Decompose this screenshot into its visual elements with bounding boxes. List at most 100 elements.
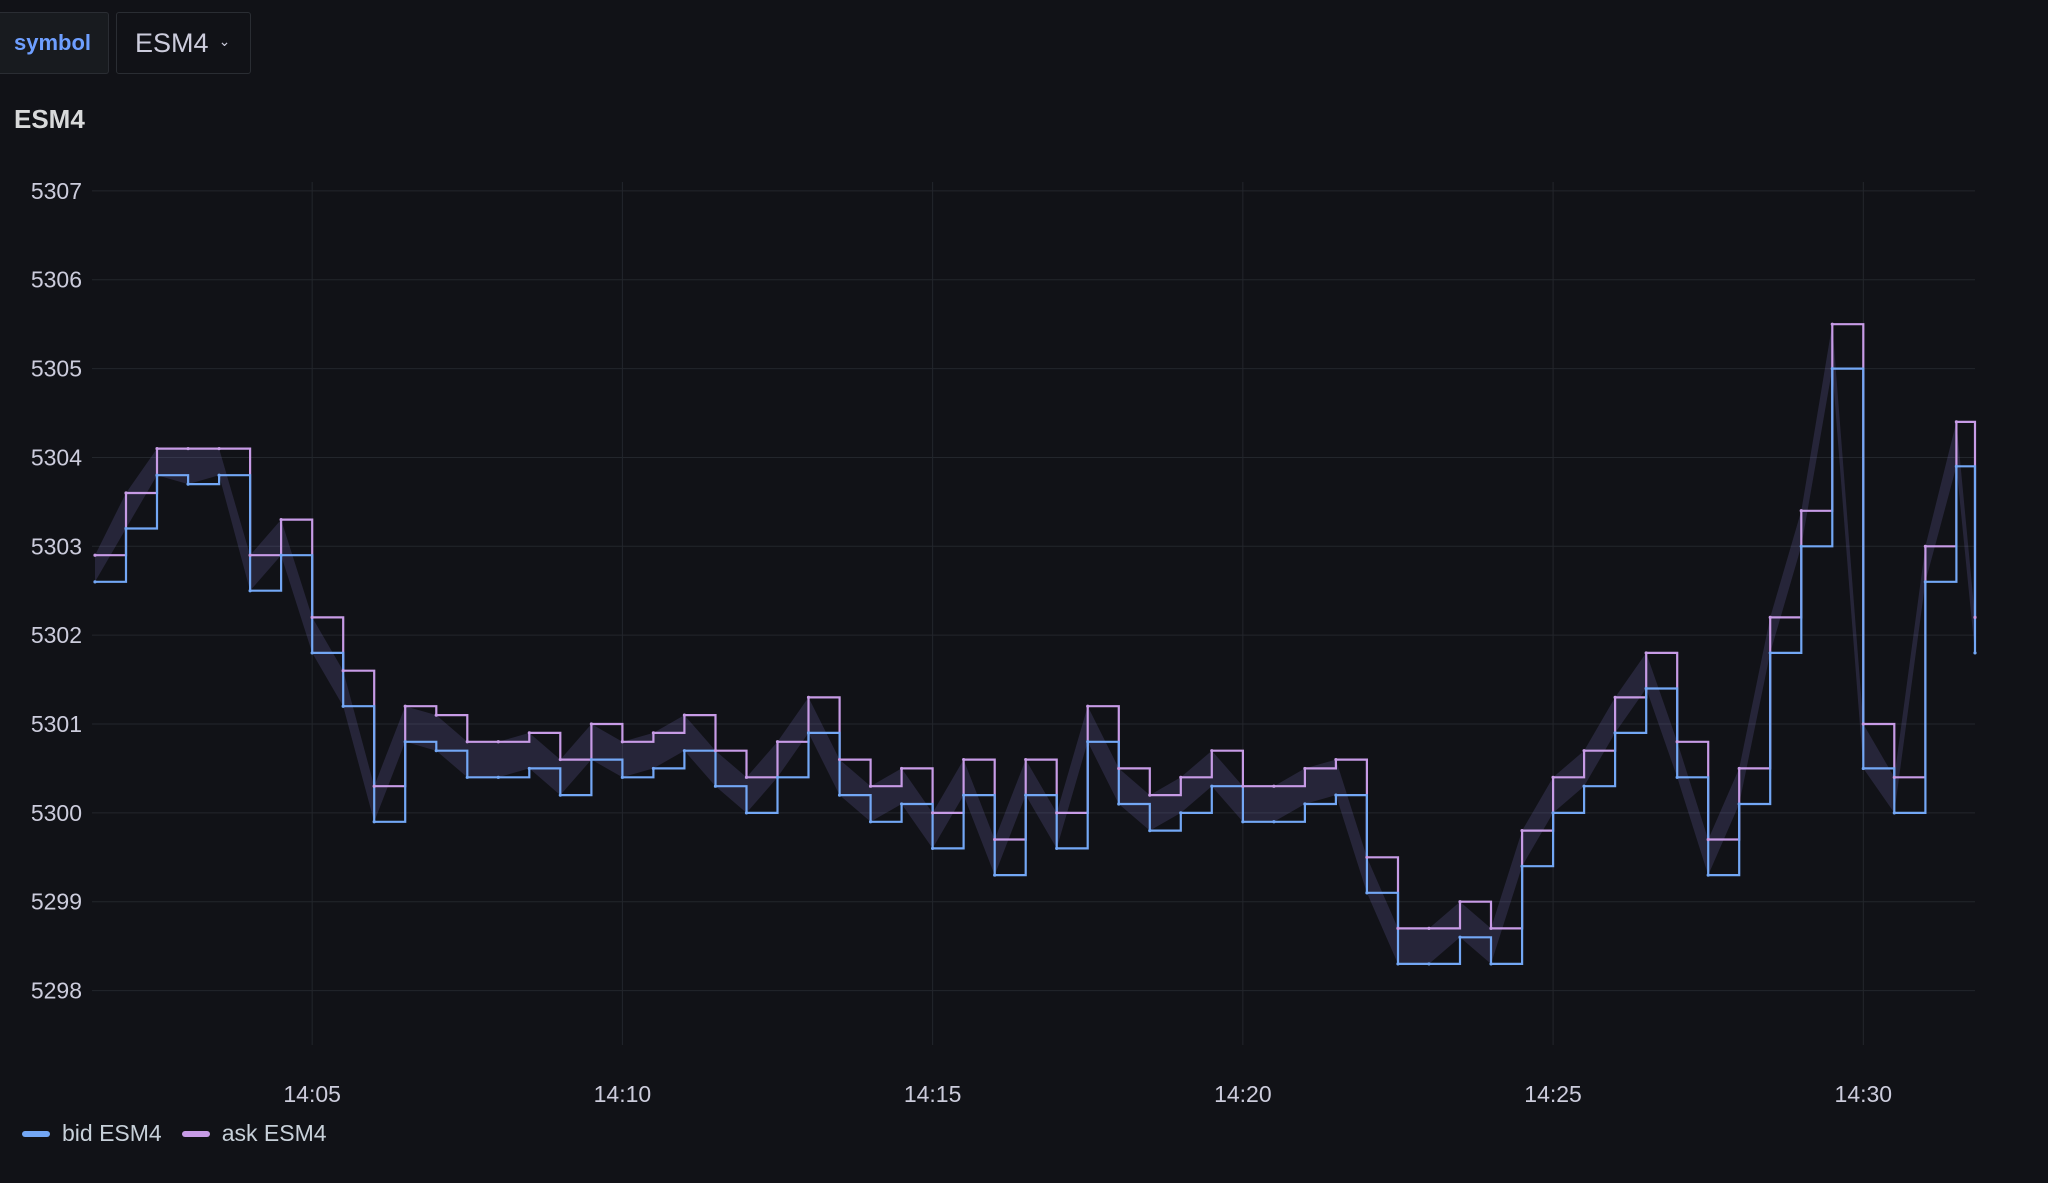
data-point-bid <box>775 775 780 779</box>
data-point-ask <box>1923 544 1927 548</box>
data-point-ask <box>1117 766 1121 771</box>
legend-label-ask: ask ESM4 <box>221 1120 327 1146</box>
data-point-bid <box>279 553 283 557</box>
data-point-bid <box>1830 366 1834 371</box>
data-point-ask <box>1551 775 1555 779</box>
data-point-ask <box>651 731 656 735</box>
data-point-bid <box>931 846 935 851</box>
data-point-ask <box>1973 615 1977 619</box>
x-tick-label-14:10: 14:10 <box>594 1081 652 1107</box>
data-point-ask <box>775 740 780 744</box>
data-point-ask <box>1365 855 1369 859</box>
data-point-bid <box>1272 820 1276 824</box>
legend-swatch-ask <box>181 1130 210 1137</box>
data-point-ask <box>1613 695 1617 699</box>
data-point-bid <box>1179 811 1183 815</box>
data-point-ask <box>1427 926 1431 930</box>
data-point-bid <box>1582 784 1586 788</box>
data-point-bid <box>186 482 190 486</box>
data-point-bid <box>962 793 966 797</box>
data-point-ask <box>744 775 749 779</box>
data-point-ask <box>868 784 873 788</box>
data-point-ask <box>527 731 531 735</box>
data-point-ask <box>589 722 593 726</box>
data-point-bid <box>1737 802 1741 806</box>
legend-label-bid: bid ESM4 <box>62 1120 162 1146</box>
x-tick-label-14:05: 14:05 <box>283 1081 341 1107</box>
data-point-bid <box>403 740 407 744</box>
data-point-bid <box>527 766 531 771</box>
data-point-bid <box>1334 793 1338 797</box>
chart-legend: bid ESM4 ask ESM4 <box>22 1120 347 1147</box>
data-point-bid <box>1427 962 1431 966</box>
series-line-bid <box>95 367 1977 965</box>
data-point-bid <box>1706 873 1710 877</box>
legend-item-bid[interactable]: bid ESM4 <box>22 1120 162 1147</box>
x-tick-label-14:30: 14:30 <box>1835 1081 1893 1107</box>
y-tick-label-5304: 5304 <box>31 444 82 470</box>
data-point-ask <box>962 757 966 762</box>
symbol-dropdown[interactable]: ESM4 ⌄ <box>116 12 252 74</box>
data-point-ask <box>1737 766 1741 771</box>
data-point-ask <box>993 837 997 842</box>
data-point-ask <box>1830 322 1834 326</box>
data-point-bid <box>1973 651 1977 655</box>
series-line-ask <box>95 323 1977 930</box>
data-point-ask <box>1334 757 1338 762</box>
panel-title: ESM4 <box>14 104 85 134</box>
data-point-bid <box>1458 935 1462 939</box>
y-tick-label-5305: 5305 <box>31 356 82 382</box>
data-point-ask <box>496 740 500 744</box>
data-point-bid <box>124 526 128 531</box>
data-point-ask <box>217 446 221 451</box>
data-point-bid <box>1024 793 1028 797</box>
y-tick-label-5301: 5301 <box>31 711 82 737</box>
data-point-bid <box>1892 811 1896 815</box>
y-tick-label-5299: 5299 <box>31 889 82 915</box>
data-point-bid <box>217 473 221 477</box>
data-point-bid <box>1055 846 1059 851</box>
data-point-ask <box>558 757 562 762</box>
data-point-ask <box>1148 793 1152 797</box>
y-tick-label-5307: 5307 <box>31 178 82 204</box>
data-point-ask <box>682 713 687 717</box>
data-point-ask <box>1241 784 1245 788</box>
data-point-ask <box>1675 740 1679 744</box>
y-tick-label-5300: 5300 <box>31 800 82 826</box>
legend-item-ask[interactable]: ask ESM4 <box>181 1120 327 1147</box>
data-point-ask <box>341 669 345 673</box>
data-point-ask <box>1582 749 1586 753</box>
data-point-bid <box>1613 731 1617 735</box>
data-point-bid <box>496 775 500 779</box>
data-point-bid <box>1210 784 1214 788</box>
y-tick-label-5306: 5306 <box>31 267 82 293</box>
y-tick-label-5302: 5302 <box>31 622 82 648</box>
chevron-down-icon: ⌄ <box>218 32 231 49</box>
data-point-ask <box>1210 749 1214 753</box>
data-point-ask <box>1458 900 1462 904</box>
spread-band <box>95 324 1975 964</box>
data-point-bid <box>713 784 718 788</box>
data-point-bid <box>1117 802 1121 806</box>
data-point-bid <box>1923 580 1927 584</box>
data-point-ask <box>1272 784 1276 788</box>
y-tick-label-5303: 5303 <box>31 533 82 559</box>
data-point-ask <box>155 446 159 451</box>
data-point-bid <box>900 802 904 806</box>
data-point-bid <box>1675 775 1679 779</box>
data-point-bid <box>465 775 469 779</box>
data-point-bid <box>1644 686 1648 691</box>
data-point-ask <box>1179 775 1183 779</box>
data-point-bid <box>93 580 97 584</box>
data-point-ask <box>713 749 718 753</box>
data-point-bid <box>1520 864 1524 868</box>
data-point-ask <box>837 757 842 762</box>
data-point-bid <box>1489 962 1493 966</box>
data-point-bid <box>993 873 997 877</box>
data-point-bid <box>837 793 842 797</box>
data-point-bid <box>434 749 438 753</box>
data-point-ask <box>310 615 314 619</box>
data-point-bid <box>372 820 376 824</box>
data-point-ask <box>1024 757 1028 762</box>
